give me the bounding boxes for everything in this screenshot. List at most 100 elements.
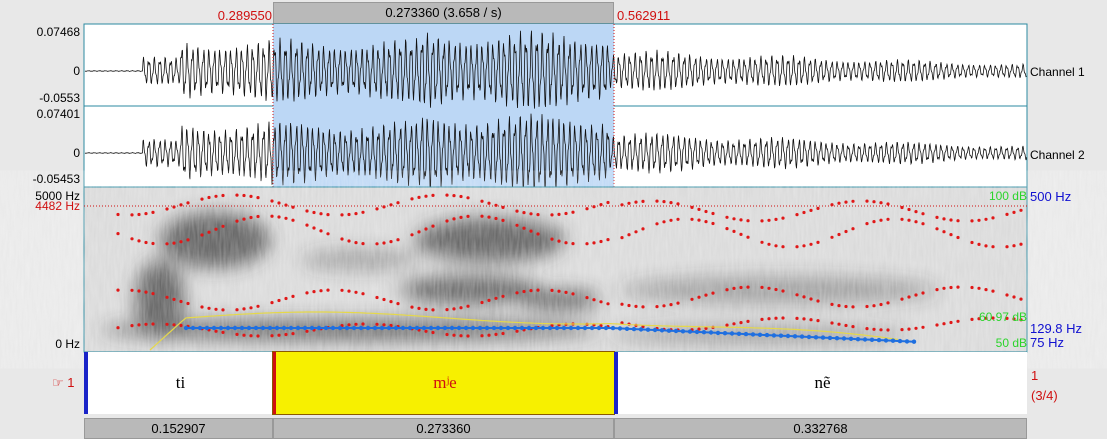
formant-dot [529,212,532,215]
formant-dot [690,206,693,209]
formant-dot [1012,244,1015,247]
formant-dot [984,288,987,291]
formant-dot [767,287,770,290]
formant-dot [214,228,217,231]
pitch-dot [730,331,734,335]
formant-dot [977,243,980,246]
formant-dot [515,330,518,333]
formant-dot [249,334,252,337]
formant-dot [732,287,735,290]
pitch-dot [884,338,888,342]
formant-dot [781,217,784,220]
formant-dot [396,302,399,305]
formant-dot [417,307,420,310]
tier-marker[interactable]: ☞ 1 [52,375,75,391]
formant-dot [935,323,938,326]
formant-dot [207,307,210,310]
formant-dot [200,305,203,308]
formant-dot [347,290,350,293]
formant-dot [774,288,777,291]
formant-dot [515,291,518,294]
formant-dot [900,298,903,301]
formant-dot [774,218,777,221]
pitch-dot [695,330,699,334]
formant-dot [837,202,840,205]
pitch-dot [478,326,482,330]
formant-dot [144,212,147,215]
pitch-dot [233,326,237,330]
formant-dot [641,227,644,230]
formant-dot [886,301,889,304]
formant-dot [249,216,252,219]
pitch-value: 129.8 Hz [1030,321,1082,336]
formant-dot [921,222,924,225]
formant-dot [235,220,238,223]
formant-dot [851,200,854,203]
formant-dot [130,324,133,327]
pitch-dot [296,326,300,330]
formant-dot [557,240,560,243]
formant-dot [186,201,189,204]
formant-dot [354,323,357,326]
formant-dot [445,308,448,311]
formant-dot [725,288,728,291]
formant-dot [200,233,203,236]
formant-dot [641,305,644,308]
formant-dot [816,207,819,210]
pitch-dot [583,326,587,330]
formant-dot [662,220,665,223]
pitch-dot [261,326,265,330]
pitch-dot [366,326,370,330]
formant-dot [774,244,777,247]
formant-dot [746,320,749,323]
pitch-dot [450,326,454,330]
pitch-dot [401,326,405,330]
formant-dot [186,302,189,305]
formant-dot [1012,211,1015,214]
pitch-dot [604,326,608,330]
interval-duration[interactable]: 0.332768 [614,418,1027,439]
interval[interactable]: ti [84,352,273,414]
pitch-dot [464,326,468,330]
interval-duration[interactable]: 0.152907 [84,418,273,439]
pitch-dot [716,331,720,335]
pitch-dot [219,326,223,330]
formant-dot [760,318,763,321]
formant-dot [487,299,490,302]
interval[interactable]: nẽ [614,352,1027,414]
formant-dot [137,323,140,326]
formant-dot [914,327,917,330]
editor-window: {"selection_bar": {"start": "0.289550", … [0,0,1107,439]
formant-dot [235,308,238,311]
formant-dot [284,217,287,220]
interval-duration[interactable]: 0.273360 [273,418,614,439]
formant-dot [949,233,952,236]
formant-dot [312,226,315,229]
formant-dot [319,289,322,292]
formant-dot [242,218,245,221]
formant-dot [410,306,413,309]
formant-dot [501,295,504,298]
formant-dot [865,222,868,225]
formant-dot [277,215,280,218]
interval-selected[interactable]: mʲe [273,352,614,414]
formant-dot [641,200,644,203]
formant-dot [284,333,287,336]
formant-dot [802,211,805,214]
formant-dot [676,218,679,221]
formant-dot [809,209,812,212]
formant-dot [872,200,875,203]
formant-dot [606,201,609,204]
formant-dot [424,195,427,198]
formant-dot [270,301,273,304]
formant-dot [732,322,735,325]
formant-dot [739,286,742,289]
formant-dot [634,201,637,204]
formant-dot [970,219,973,222]
pitch-dot [905,339,909,343]
formant-dot [116,289,119,292]
pitch-dot [541,326,545,330]
formant-dot [445,333,448,336]
formant-dot [501,219,504,222]
pitch-dot [632,327,636,331]
